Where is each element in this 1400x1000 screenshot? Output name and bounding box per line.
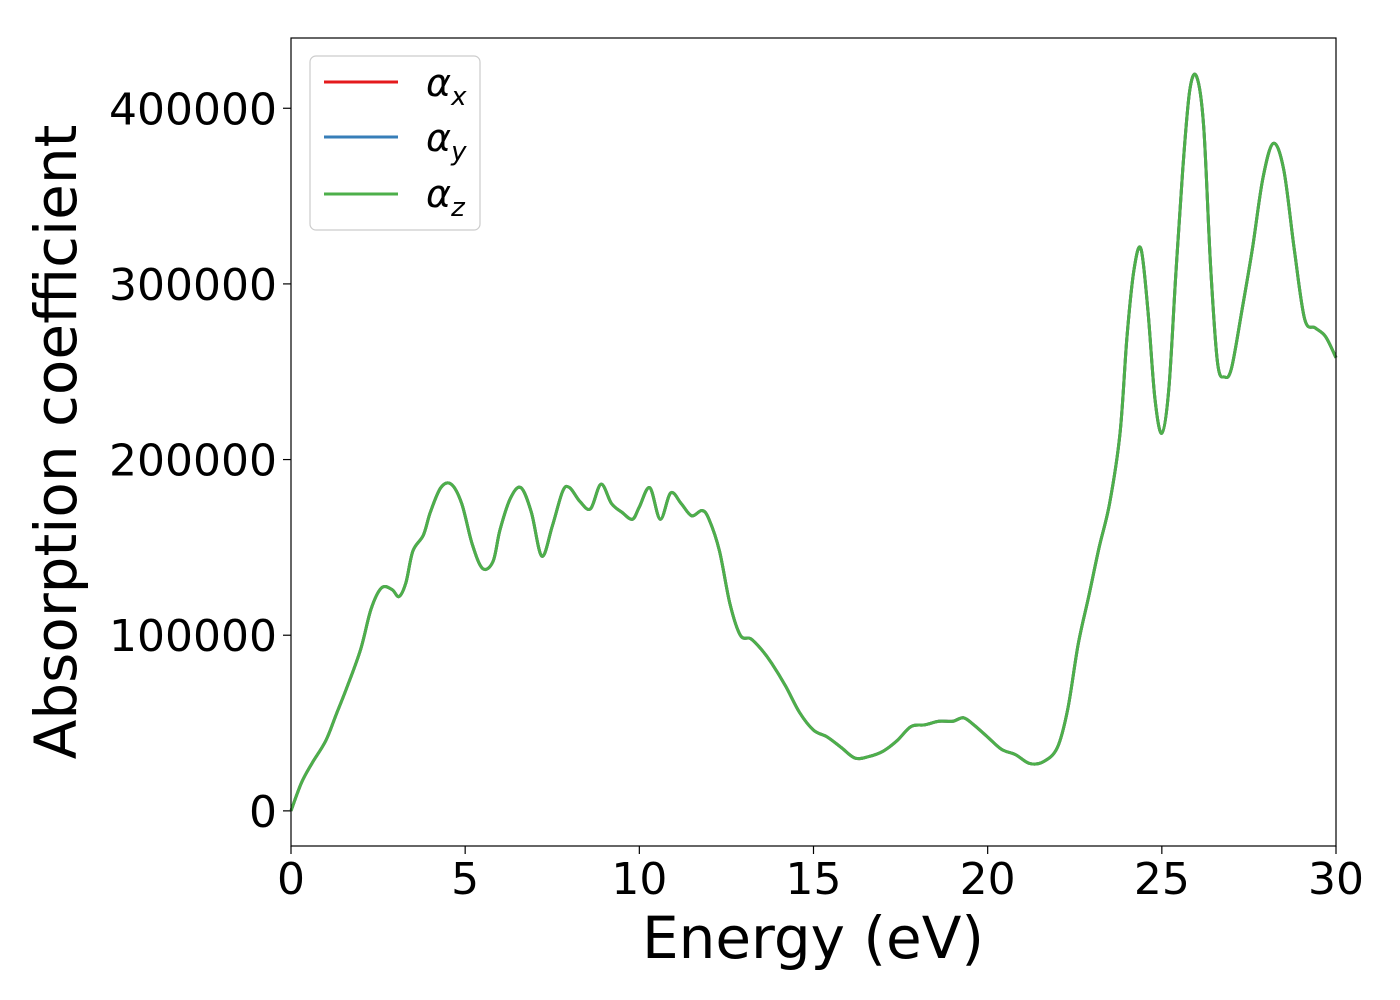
legend-symbol-alpha-x: α bbox=[426, 61, 451, 105]
y-tick-label: 300000 bbox=[109, 260, 277, 311]
y-axis-title: Absorption coefficient bbox=[22, 125, 90, 760]
legend: αx αy αz bbox=[309, 55, 481, 231]
legend-symbol-alpha-y: α bbox=[426, 116, 451, 160]
series-line-alpha-z bbox=[289, 72, 1338, 812]
svg-text:αx: αx bbox=[426, 61, 467, 112]
plot-frame bbox=[290, 37, 1337, 847]
x-tick-label: 10 bbox=[611, 854, 667, 905]
svg-text:αz: αz bbox=[426, 172, 466, 223]
legend-entry-alpha-x: αx bbox=[324, 61, 467, 112]
legend-symbol-alpha-z: α bbox=[426, 172, 451, 216]
legend-sub-alpha-y: y bbox=[450, 137, 467, 167]
legend-entry-alpha-z: αz bbox=[324, 172, 466, 223]
y-tick-label: 100000 bbox=[109, 611, 277, 662]
svg-text:αy: αy bbox=[426, 116, 467, 167]
x-axis-title: Energy (eV) bbox=[642, 904, 984, 972]
x-tick-label: 25 bbox=[1134, 854, 1190, 905]
legend-sub-alpha-x: x bbox=[450, 82, 467, 112]
x-tick-label: 20 bbox=[960, 854, 1016, 905]
legend-sub-alpha-z: z bbox=[450, 193, 466, 223]
series-layer bbox=[289, 72, 1338, 812]
x-tick-label: 15 bbox=[786, 854, 842, 905]
legend-box bbox=[309, 55, 481, 231]
y-tick-label: 400000 bbox=[109, 84, 277, 135]
x-tick-label: 5 bbox=[451, 854, 479, 905]
y-tick-label: 200000 bbox=[109, 436, 277, 487]
legend-entry-alpha-y: αy bbox=[324, 116, 467, 167]
tick-layer: 0 5 10 15 20 25 30 0 100000 200000 300000 400000 bbox=[109, 84, 1364, 905]
x-tick-label: 30 bbox=[1308, 854, 1364, 905]
y-tick-label: 0 bbox=[249, 787, 277, 838]
x-tick-label: 0 bbox=[277, 854, 305, 905]
